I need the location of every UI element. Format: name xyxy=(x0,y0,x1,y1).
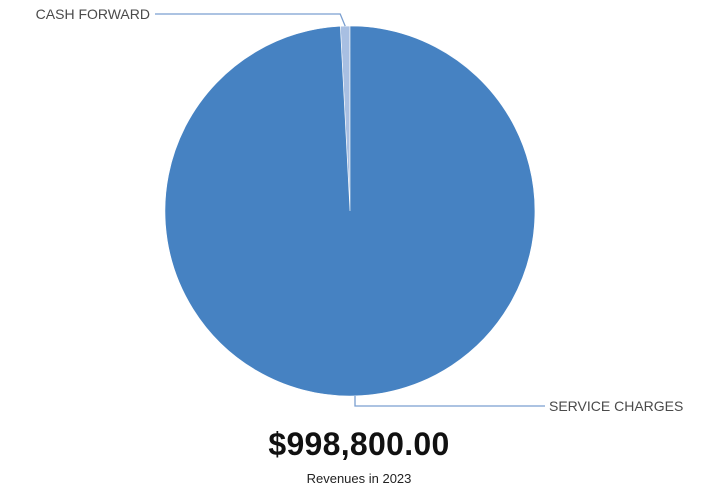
total-revenue-caption: Revenues in 2023 xyxy=(306,471,412,486)
pie-slice-service-charges xyxy=(164,25,536,397)
leader-line-cash-forward xyxy=(155,13,346,27)
leader-line-service-charges xyxy=(354,396,545,407)
revenue-pie-chart: CASH FORWARD SERVICE CHARGES xyxy=(36,6,684,414)
pie-slices xyxy=(164,25,536,397)
leader-lines xyxy=(155,13,545,407)
slice-labels: CASH FORWARD SERVICE CHARGES xyxy=(36,6,684,414)
slice-label-cash-forward: CASH FORWARD xyxy=(36,6,150,22)
total-revenue: $998,800.00 xyxy=(268,426,450,462)
slice-label-service-charges: SERVICE CHARGES xyxy=(549,398,683,414)
